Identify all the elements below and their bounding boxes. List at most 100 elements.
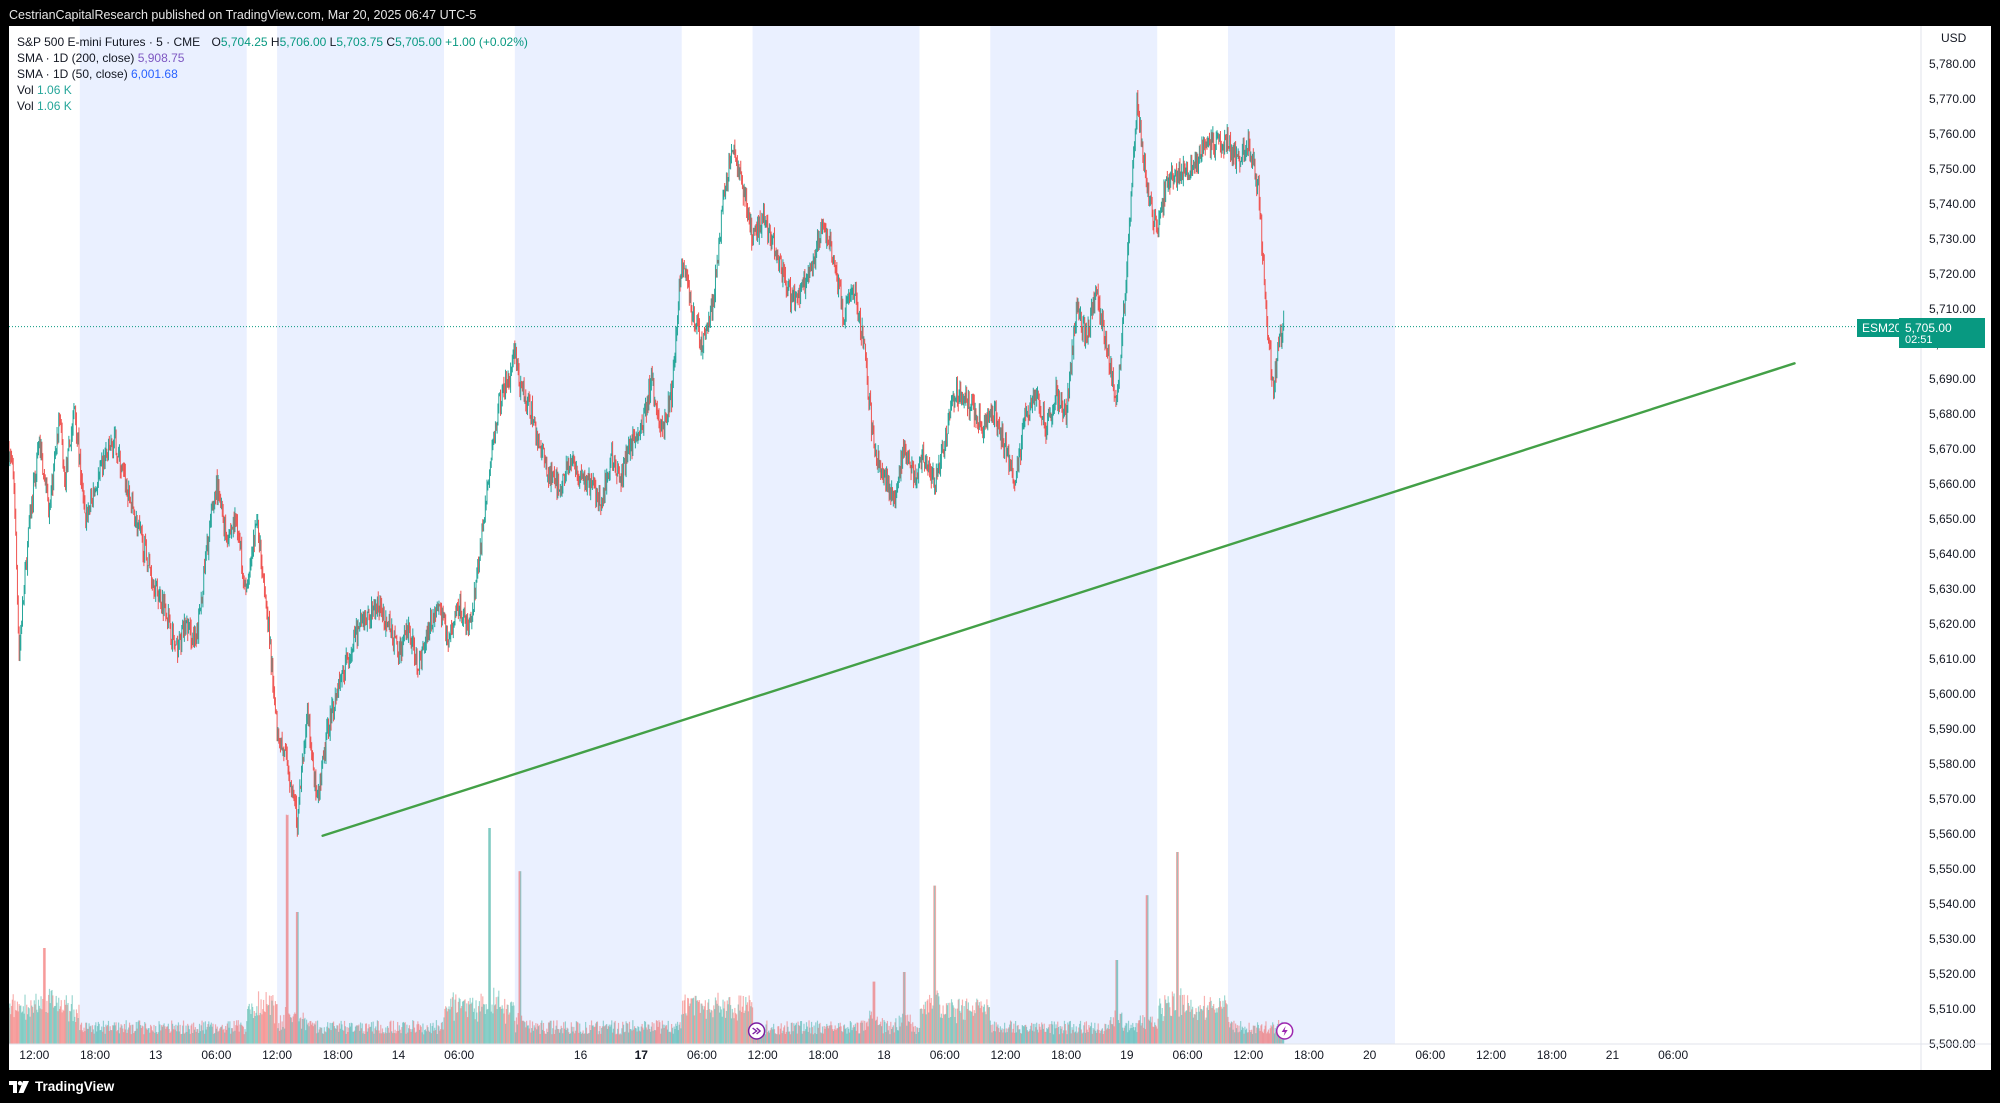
volume-bar xyxy=(26,1014,29,1044)
volume-bar xyxy=(652,1030,654,1044)
volume-bar xyxy=(1107,1024,1109,1044)
volume-bar xyxy=(252,1006,254,1044)
high-label: H xyxy=(270,35,280,49)
volume-bar xyxy=(204,1021,207,1044)
tradingview-logo[interactable]: TradingView xyxy=(9,1079,114,1094)
event-marker-icon[interactable] xyxy=(1275,1022,1294,1040)
volume-bar xyxy=(1139,1015,1141,1044)
volume-bar xyxy=(697,1000,699,1044)
volume-bar xyxy=(119,1027,121,1044)
volume-bar xyxy=(550,1020,552,1044)
volume-bar xyxy=(359,1022,362,1044)
price-tick-label: 5,540.00 xyxy=(1929,897,1976,911)
volume-bar xyxy=(196,1029,198,1044)
volume-bar xyxy=(1225,1003,1227,1044)
volume-bar xyxy=(322,1033,325,1044)
volume-bar xyxy=(369,1027,371,1044)
volume-bar xyxy=(1168,1002,1170,1044)
volume-bar xyxy=(1184,1012,1186,1044)
volume-bar xyxy=(15,1010,18,1044)
volume-bar xyxy=(253,1011,255,1044)
marker-glyph xyxy=(1281,1026,1288,1036)
volume-bar xyxy=(676,1021,679,1044)
volume-bar xyxy=(899,1026,901,1044)
volume-bar xyxy=(255,1012,257,1044)
volume-bar xyxy=(1197,1006,1200,1044)
volume-bar xyxy=(675,1023,677,1044)
price-chart[interactable]: USD5,500.005,510.005,520.005,530.005,540… xyxy=(9,26,1991,1070)
volume-bar xyxy=(950,999,953,1044)
volume-bar xyxy=(1095,1030,1097,1044)
volume-bar xyxy=(1041,1024,1044,1044)
volume-bar xyxy=(78,1004,80,1044)
vol1-label: Vol xyxy=(17,83,34,97)
volume-bar xyxy=(506,1004,508,1044)
volume-bar xyxy=(483,1004,485,1044)
volume-bar xyxy=(1077,1031,1079,1044)
volume-bar xyxy=(109,1026,111,1044)
volume-bar xyxy=(422,1023,424,1044)
volume-bar xyxy=(9,1007,10,1044)
volume-bar xyxy=(50,990,52,1044)
volume-bar xyxy=(824,1028,826,1044)
volume-bar xyxy=(445,1006,447,1044)
volume-bar xyxy=(801,1033,803,1044)
volume-bar xyxy=(526,1020,528,1044)
volume-bar xyxy=(1144,1029,1147,1044)
volume-bar xyxy=(423,1034,425,1044)
volume-bar xyxy=(140,1028,142,1044)
volume-bar xyxy=(81,1030,83,1044)
trendline[interactable] xyxy=(321,362,1796,837)
volume-bar xyxy=(893,1032,895,1044)
volume-bar xyxy=(531,1021,534,1044)
volume-bar xyxy=(295,1013,297,1044)
volume-bar xyxy=(631,1030,633,1044)
price-tick-label: 5,730.00 xyxy=(1929,232,1976,246)
volume-bar xyxy=(1052,1024,1054,1044)
volume-bar xyxy=(920,1008,922,1044)
volume-bar xyxy=(1274,1028,1276,1044)
volume-bar xyxy=(520,1015,523,1044)
volume-bar xyxy=(1114,1010,1116,1044)
legend-sma200-row[interactable]: SMA · 1D (200, close) 5,908.75 xyxy=(17,50,528,66)
legend-vol2-row[interactable]: Vol 1.06 K xyxy=(17,98,528,114)
volume-bar xyxy=(999,1026,1002,1044)
volume-bar xyxy=(1267,1029,1270,1044)
symbol-title[interactable]: S&P 500 E-mini Futures · 5 · CME xyxy=(17,35,201,49)
volume-bar xyxy=(1071,1027,1073,1044)
volume-bar xyxy=(273,1005,275,1044)
volume-bar xyxy=(943,1014,945,1044)
volume-bar xyxy=(388,1032,390,1044)
volume-bar xyxy=(389,1021,391,1044)
volume-bar xyxy=(69,1010,71,1044)
volume-bar xyxy=(214,1024,217,1044)
volume-bar xyxy=(1106,1028,1109,1044)
volume-bar xyxy=(724,1001,726,1044)
volume-bar xyxy=(837,1028,839,1044)
volume-bar xyxy=(945,1003,948,1044)
volume-bar xyxy=(872,981,874,1044)
volume-bar xyxy=(128,1022,131,1044)
volume-bar xyxy=(706,1010,708,1044)
volume-bar xyxy=(364,1033,366,1044)
volume-bar xyxy=(46,1000,48,1044)
volume-bar xyxy=(36,1009,38,1044)
volume-bar xyxy=(988,1007,991,1044)
volume-bar xyxy=(521,1020,524,1044)
volume-bar xyxy=(1215,1008,1217,1044)
legend-vol1-row[interactable]: Vol 1.06 K xyxy=(17,82,528,98)
legend-sma50-row[interactable]: SMA · 1D (50, close) 6,001.68 xyxy=(17,66,528,82)
session-break-marker-icon[interactable] xyxy=(747,1022,766,1040)
volume-bar xyxy=(1061,1026,1063,1044)
volume-bar xyxy=(72,1021,74,1044)
volume-bar xyxy=(535,1023,537,1044)
volume-bar xyxy=(884,1021,886,1044)
volume-bar xyxy=(482,996,484,1044)
volume-bar xyxy=(1167,996,1169,1044)
volume-bar xyxy=(102,1020,105,1044)
volume-bar xyxy=(783,1025,786,1044)
chart-area[interactable]: USD 5,500.00 5,510.00 5,520.00 5,530.00 5,540… xyxy=(9,26,1991,1070)
volume-bar xyxy=(213,1033,215,1044)
volume-bar xyxy=(64,999,66,1044)
time-tick-label: 14 xyxy=(392,1048,406,1062)
